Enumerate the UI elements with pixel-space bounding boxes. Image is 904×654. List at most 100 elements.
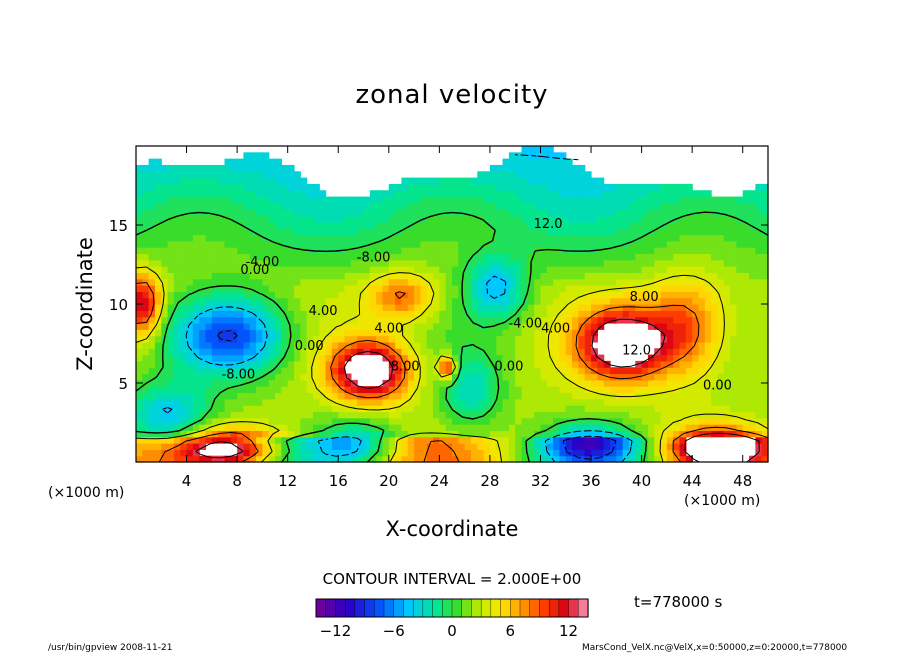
heatmap-cell (502, 386, 510, 394)
heatmap-cell (591, 304, 598, 311)
heatmap-cell (306, 190, 314, 198)
heatmap-cell (730, 291, 737, 299)
heatmap-cell (338, 411, 346, 419)
heatmap-cell (401, 202, 409, 210)
heatmap-cell (635, 310, 643, 318)
heatmap-cell (136, 164, 143, 172)
heatmap-cell (382, 335, 390, 343)
heatmap-cell (186, 240, 194, 248)
heatmap-cell (635, 405, 643, 413)
heatmap-cell (161, 215, 169, 223)
heatmap-cell (287, 392, 295, 400)
heatmap-cell (224, 291, 232, 299)
heatmap-cell (199, 417, 207, 425)
heatmap-cell (477, 240, 485, 248)
heatmap-cell (685, 209, 693, 217)
heatmap-cell (369, 272, 377, 280)
heatmap-cell (628, 221, 636, 229)
heatmap-cell (610, 424, 617, 431)
heatmap-cell (420, 322, 428, 330)
heatmap-cell (489, 196, 497, 204)
heatmap-cell (616, 278, 624, 286)
heatmap-cell (205, 392, 213, 400)
heatmap-cell (711, 291, 719, 299)
heatmap-cell (483, 215, 491, 223)
heatmap-cell (180, 417, 188, 425)
heatmap-cell (483, 316, 491, 324)
heatmap-cell (154, 291, 162, 299)
heatmap-cell (761, 449, 769, 457)
heatmap-cell (470, 354, 478, 362)
heatmap-cell (167, 228, 175, 236)
heatmap-cell (154, 177, 162, 185)
heatmap-cell (281, 247, 289, 255)
heatmap-cell (357, 234, 365, 242)
heatmap-cell (300, 234, 308, 242)
heatmap-cell (167, 202, 175, 210)
heatmap-cell (369, 278, 377, 286)
heatmap-cell (723, 405, 731, 413)
heatmap-cell (136, 430, 143, 438)
heatmap-cell (508, 367, 516, 375)
heatmap-cell (711, 322, 719, 330)
heatmap-cell (426, 259, 434, 267)
heatmap-cell (660, 266, 668, 273)
heatmap-cell (515, 316, 523, 324)
heatmap-cell (502, 335, 510, 343)
heatmap-cell (192, 247, 200, 255)
heatmap-cell (723, 386, 731, 394)
heatmap-cell (369, 240, 377, 248)
heatmap-cell (230, 190, 238, 198)
heatmap-cell (306, 329, 314, 337)
heatmap-cell (515, 221, 523, 229)
heatmap-cell (249, 398, 257, 406)
heatmap-cell (742, 215, 750, 223)
heatmap-cell (287, 443, 295, 450)
heatmap-cell (635, 215, 643, 223)
heatmap-cell (180, 240, 188, 248)
heatmap-cell (237, 367, 245, 375)
heatmap-cell (761, 190, 769, 198)
heatmap-cell (312, 329, 320, 337)
heatmap-cell (578, 196, 586, 204)
heatmap-cell (256, 215, 263, 223)
heatmap-cell (483, 411, 491, 419)
heatmap-cell (218, 386, 226, 394)
heatmap-cell (698, 341, 706, 349)
heatmap-cell (641, 379, 649, 387)
heatmap-cell (262, 322, 270, 330)
heatmap-cell (654, 183, 662, 191)
heatmap-cell (660, 310, 668, 318)
heatmap-cell (464, 221, 472, 229)
heatmap-cell (325, 234, 333, 242)
heatmap-cell (192, 436, 200, 444)
heatmap-cell (616, 386, 624, 394)
heatmap-cell (249, 240, 257, 248)
heatmap-cell (685, 266, 693, 273)
colorbar-cell (432, 598, 443, 618)
heatmap-cell (262, 443, 270, 450)
heatmap-cell (211, 297, 219, 305)
heatmap-cell (452, 379, 459, 387)
heatmap-cell (742, 373, 750, 381)
heatmap-cell (319, 215, 327, 223)
heatmap-cell (192, 297, 200, 305)
heatmap-cell (508, 360, 516, 368)
heatmap-cell (186, 259, 194, 267)
heatmap-cell (654, 202, 662, 210)
heatmap-cell (338, 405, 346, 413)
heatmap-cell (230, 285, 238, 292)
heatmap-cell (508, 386, 516, 394)
heatmap-cell (407, 190, 415, 198)
heatmap-cell (749, 272, 756, 280)
heatmap-cell (546, 348, 554, 356)
heatmap-cell (338, 341, 346, 349)
heatmap-cell (521, 253, 529, 261)
heatmap-cell (654, 379, 662, 387)
heatmap-cell (344, 247, 352, 255)
heatmap-cell (294, 360, 301, 368)
heatmap-cell (717, 221, 725, 229)
heatmap-cell (546, 398, 554, 406)
heatmap-cell (407, 443, 415, 450)
heatmap-cell (666, 215, 674, 223)
